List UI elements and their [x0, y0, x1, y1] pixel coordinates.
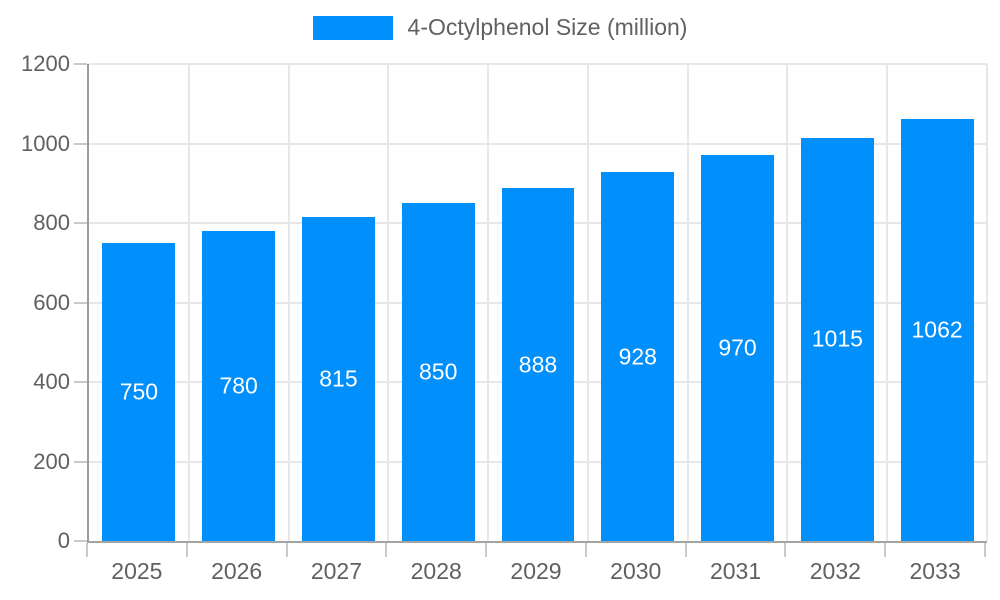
- y-axis-label: 400: [33, 369, 70, 394]
- x-axis-tick: [584, 543, 587, 557]
- legend-label: 4-Octylphenol Size (million): [407, 14, 688, 40]
- bar-value-label: 815: [319, 365, 358, 392]
- bar: 888: [501, 188, 575, 541]
- gridline-vertical: [586, 64, 589, 541]
- bar: 928: [601, 172, 675, 541]
- bar-value-label: 850: [419, 358, 458, 385]
- x-axis-label: 2033: [909, 558, 961, 584]
- y-axis-label: 200: [33, 448, 70, 474]
- y-axis-tick: [74, 301, 87, 304]
- gridline-vertical: [786, 64, 789, 541]
- y-axis-tick: [74, 540, 87, 542]
- x-axis-tick: [385, 543, 388, 557]
- y-axis-tick: [74, 142, 87, 145]
- gridline-vertical: [287, 64, 290, 541]
- gridline-vertical: [686, 64, 689, 541]
- gridline-vertical: [387, 64, 390, 541]
- x-axis-tick: [884, 543, 887, 557]
- y-axis-tick: [74, 222, 87, 224]
- gridline-horizontal: [89, 142, 987, 145]
- x-axis-tick: [684, 543, 687, 557]
- x-axis-tick: [285, 543, 288, 557]
- legend-swatch-icon: [312, 15, 393, 40]
- x-axis-tick: [784, 543, 787, 557]
- y-axis-tick: [74, 381, 87, 383]
- bar: 815: [302, 217, 375, 541]
- bar: 1015: [800, 137, 874, 541]
- y-axis-label: 1200: [21, 51, 70, 76]
- bar-value-label: 888: [518, 351, 558, 378]
- chart-legend[interactable]: 4-Octylphenol Size (million): [0, 14, 1000, 41]
- bar-value-label: 1062: [911, 316, 963, 343]
- x-axis-label: 2027: [310, 558, 363, 584]
- bar: 780: [202, 230, 276, 541]
- bar: 750: [102, 242, 176, 541]
- bar-value-label: 928: [618, 343, 657, 370]
- x-axis-label: 2029: [510, 558, 562, 584]
- bar-value-label: 1015: [811, 325, 863, 352]
- gridline-vertical: [986, 64, 988, 541]
- gridline-vertical: [187, 64, 190, 541]
- gridline-horizontal: [89, 63, 987, 65]
- y-axis-label: 600: [33, 289, 70, 315]
- x-axis-tick: [86, 543, 88, 557]
- gridline-vertical: [487, 64, 490, 541]
- x-axis-label: 2028: [410, 558, 462, 584]
- y-axis-tick: [74, 63, 87, 65]
- x-axis-label: 2032: [809, 558, 861, 584]
- bar-value-label: 970: [718, 334, 757, 361]
- gridline-vertical: [886, 64, 889, 541]
- y-axis-tick: [74, 460, 87, 463]
- x-axis-tick: [185, 543, 188, 557]
- y-axis-label: 800: [33, 210, 70, 235]
- x-axis-label: 2030: [610, 558, 662, 584]
- bar-value-label: 750: [119, 378, 159, 405]
- x-axis-label: 2031: [709, 558, 762, 584]
- x-axis-tick: [984, 543, 986, 557]
- bar: 1062: [900, 118, 974, 541]
- y-axis-label: 1000: [21, 130, 70, 156]
- x-axis-label: 2025: [111, 558, 163, 584]
- bar: 850: [401, 203, 475, 541]
- y-axis-label: 0: [57, 528, 70, 553]
- plot-area: 750 780 815 850 888 928 970 1015 1062: [87, 63, 988, 543]
- x-axis-label: 2026: [211, 558, 263, 584]
- bar: 970: [701, 155, 774, 541]
- x-axis-tick: [485, 543, 488, 557]
- bar-value-label: 780: [219, 372, 258, 399]
